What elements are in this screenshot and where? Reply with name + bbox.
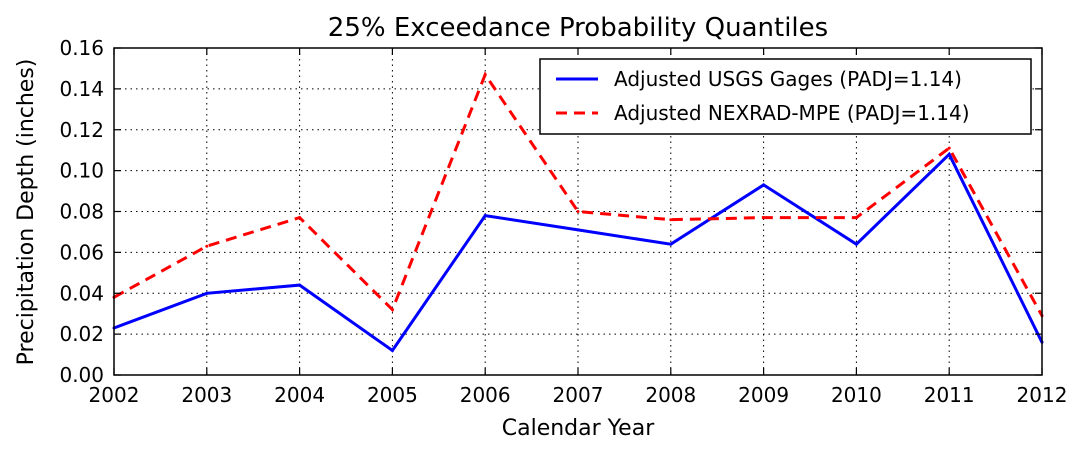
legend-box [539,58,1032,135]
y-tick-label: 0.10 [59,159,104,183]
data-point-usgs [762,183,766,187]
y-tick-label: 0.00 [59,363,104,387]
x-tick-label: 2008 [645,383,696,407]
x-axis-label: Calendar Year [502,416,655,441]
data-point-usgs [390,349,394,352]
data-point-nexrad [762,216,766,220]
data-point-nexrad [298,216,302,220]
data-point-usgs [854,242,858,246]
y-axis-label: Precipitation Depth (inches) [14,59,39,366]
data-point-usgs [576,228,580,232]
chart-title: 25% Exceedance Probability Quantiles [328,13,828,43]
y-tick-label: 0.08 [59,200,104,224]
data-point-nexrad [669,218,673,222]
data-point-usgs [669,242,673,246]
data-point-nexrad [576,210,580,213]
x-tick-label: 2011 [924,383,975,407]
y-tick-label: 0.04 [59,281,104,305]
x-axis-tick-labels: 2002 2003 2004 2005 2006 2007 2008 2009 2010 2011… [89,383,1068,407]
x-tick-label: 2010 [831,383,882,407]
y-tick-label: 0.02 [59,322,104,346]
data-point-nexrad [205,244,209,248]
x-tick-label: 2009 [738,383,789,407]
x-tick-label: 2002 [89,383,140,407]
x-tick-label: 2007 [553,383,604,407]
data-point-nexrad [483,73,487,77]
data-point-nexrad [390,308,394,312]
y-tick-label: 0.14 [59,77,104,101]
data-point-nexrad [854,216,858,220]
legend-label-nexrad: Adjusted NEXRAD-MPE (PADJ=1.14) [614,101,970,125]
x-tick-label: 2004 [274,383,325,407]
data-point-usgs [483,214,487,218]
y-tick-label: 0.12 [59,118,104,142]
data-point-usgs [947,152,951,156]
axis-ticks [113,47,1043,376]
x-tick-label: 2003 [181,383,232,407]
x-tick-label: 2005 [367,383,418,407]
y-axis-tick-labels: 0.00 0.02 0.04 0.06 0.08 0.10 0.12 0.14 0.16 [59,36,104,387]
legend-label-usgs: Adjusted USGS Gages (PADJ=1.14) [614,67,962,91]
grid-lines [114,48,1042,375]
series-line-nexrad [113,71,1044,317]
data-point-nexrad [947,146,951,150]
x-tick-label: 2006 [460,383,511,407]
x-tick-label: 2012 [1017,383,1068,407]
legend: Adjusted USGS Gages (PADJ=1.14) Adjusted… [539,58,1032,135]
y-tick-label: 0.16 [59,36,104,60]
data-point-usgs [205,291,209,295]
y-tick-label: 0.06 [59,240,104,264]
data-point-usgs [298,283,302,287]
